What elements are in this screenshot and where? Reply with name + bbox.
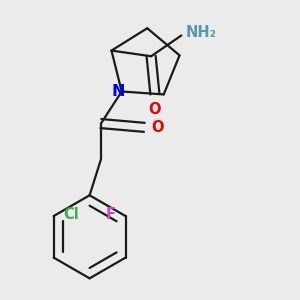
Text: N: N [112, 84, 125, 99]
Text: Cl: Cl [63, 207, 79, 222]
Text: O: O [149, 101, 161, 116]
Text: O: O [151, 120, 164, 135]
Text: F: F [106, 207, 116, 222]
Text: NH₂: NH₂ [186, 25, 217, 40]
